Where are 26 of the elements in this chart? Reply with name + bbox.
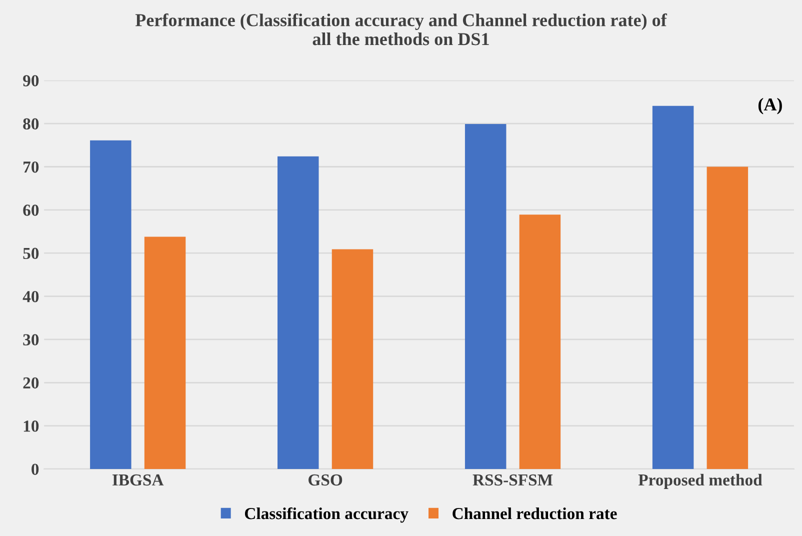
x-tick-label: GSO [308, 474, 342, 486]
bar [332, 249, 374, 469]
y-tick-label: 70 [24, 161, 39, 173]
x-tick-label: RSS-SFSM [472, 474, 553, 486]
y-tick-label: 50 [23, 248, 39, 260]
y-tick-label: 60 [23, 204, 39, 216]
legend-label: Classification accuracy [244, 507, 408, 523]
bar [519, 214, 561, 469]
x-tick-label: IBGSA [112, 474, 164, 486]
annotation: (A) [758, 98, 782, 114]
bar [464, 124, 506, 469]
y-tick-label: 30 [23, 334, 39, 346]
bar [278, 156, 319, 469]
bar [144, 236, 186, 469]
y-tick-label: 10 [24, 420, 39, 432]
y-tick-label: 40 [22, 290, 39, 302]
y-tick-label: 20 [23, 377, 39, 389]
y-tick-label: 90 [23, 75, 39, 86]
x-tick-label: Proposed method [638, 474, 762, 489]
y-tick-label: 0 [32, 464, 39, 475]
bar [90, 140, 132, 469]
bar [706, 166, 748, 469]
bar [652, 106, 694, 469]
legend-label: Channel reduction rate [452, 507, 617, 520]
y-tick-label: 80 [23, 118, 39, 130]
chart-title: Performance (Classification accuracy and Channel reduction rate) of all the methods on DS1 [135, 13, 668, 46]
